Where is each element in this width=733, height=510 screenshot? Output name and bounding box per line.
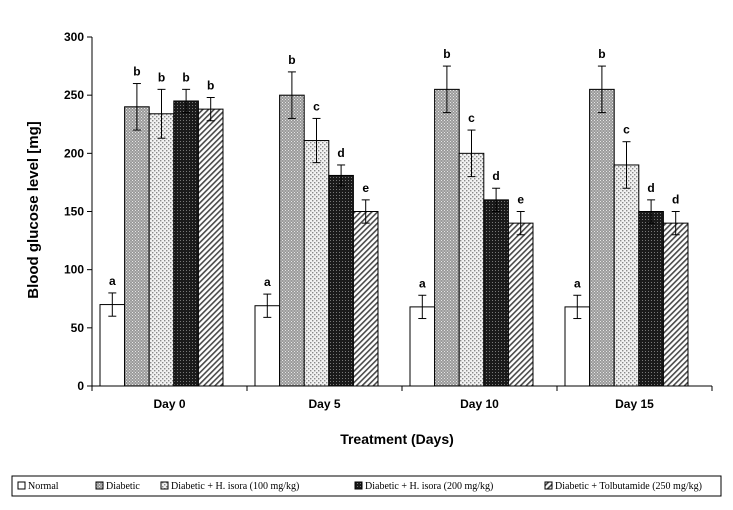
significance-label: b: [443, 47, 450, 61]
significance-label: b: [288, 53, 295, 67]
significance-label: d: [672, 193, 679, 207]
bar: [99, 304, 126, 387]
significance-label: b: [598, 47, 605, 61]
legend-label: Diabetic + Tolbutamide (250 mg/kg): [555, 481, 702, 492]
bar: [434, 88, 460, 387]
legend-swatch: [95, 481, 104, 490]
significance-label: d: [647, 181, 654, 195]
bar: [279, 94, 305, 387]
bar: [589, 88, 615, 387]
bar: [662, 222, 689, 387]
significance-label: a: [264, 275, 271, 289]
y-tick-label: 100: [64, 263, 84, 277]
legend-swatch: [17, 481, 26, 490]
bar: [638, 211, 664, 387]
significance-label: d: [492, 169, 499, 183]
significance-label: e: [362, 181, 369, 195]
significance-label: c: [623, 123, 630, 137]
legend-label: Diabetic: [106, 481, 140, 492]
bar: [148, 113, 175, 387]
bar: [197, 108, 224, 387]
bars-group: a b b b b a b c d e a b c d e a b c d d: [99, 47, 689, 387]
legend-label: Normal: [28, 481, 59, 492]
y-tick-label: 200: [64, 146, 84, 160]
x-axis-title: Treatment (Days): [340, 431, 454, 447]
bar: [328, 174, 354, 387]
x-axis: Day 0 Day 5 Day 10 Day 15: [91, 385, 713, 411]
legend-swatch: [354, 481, 363, 490]
bar: [303, 140, 330, 387]
bar: [483, 199, 509, 387]
y-axis: 0 50 100 150 200 250 300: [64, 30, 93, 393]
x-tick-label: Day 15: [615, 397, 654, 411]
significance-label: e: [517, 193, 524, 207]
bar: [507, 222, 534, 387]
y-axis-title: Blood glucose level [mg]: [25, 121, 42, 299]
legend-box: [11, 475, 722, 497]
legend-label: Diabetic + H. isora (100 mg/kg): [171, 481, 299, 492]
bar: [613, 164, 640, 387]
bar: [458, 152, 485, 387]
significance-label: d: [337, 146, 344, 160]
significance-label: b: [133, 65, 140, 79]
significance-label: c: [313, 99, 320, 113]
significance-label: a: [419, 276, 426, 290]
legend-swatch: [160, 481, 169, 490]
y-tick-label: 150: [64, 205, 84, 219]
significance-label: b: [182, 70, 189, 84]
significance-label: a: [109, 274, 116, 288]
x-tick-label: Day 5: [308, 397, 340, 411]
significance-label: b: [158, 70, 165, 84]
y-tick-label: 250: [64, 88, 84, 102]
x-tick-label: Day 0: [153, 397, 185, 411]
bar: [352, 211, 379, 387]
legend: Normal Diabetic Diabetic + H. isora (100 m…: [11, 475, 722, 497]
significance-label: a: [574, 276, 581, 290]
bar: [124, 106, 150, 387]
significance-label: c: [468, 111, 475, 125]
legend-swatch: [544, 481, 553, 490]
y-tick-label: 50: [71, 321, 85, 335]
y-tick-label: 0: [77, 379, 84, 393]
x-tick-label: Day 10: [460, 397, 499, 411]
bar: [173, 100, 199, 387]
legend-label: Diabetic + H. isora (200 mg/kg): [365, 481, 493, 492]
y-tick-label: 300: [64, 30, 84, 44]
significance-label: b: [207, 78, 214, 92]
